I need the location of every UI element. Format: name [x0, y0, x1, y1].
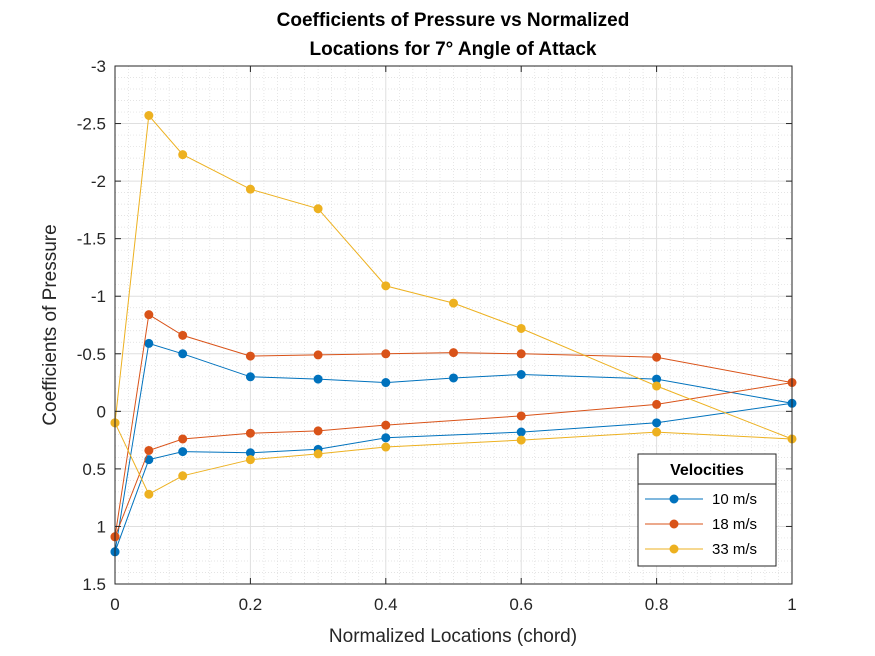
- y-axis-label: Coefficients of Pressure: [40, 224, 61, 425]
- chart-title-line-2: Locations for 7° Angle of Attack: [310, 39, 597, 60]
- x-tick-label: 0.2: [239, 595, 263, 614]
- data-point: [516, 435, 526, 445]
- chart-title-line-1: Coefficients of Pressure vs Normalized: [277, 10, 630, 31]
- legend-entry: 10 m/s: [645, 491, 757, 508]
- y-tick-label: -1: [91, 287, 106, 306]
- data-point: [178, 150, 188, 160]
- x-tick-label: 0.8: [645, 595, 669, 614]
- data-point: [144, 445, 154, 455]
- data-point: [652, 427, 662, 437]
- data-point: [144, 110, 154, 120]
- data-point: [144, 338, 154, 348]
- data-point: [245, 428, 255, 438]
- legend-label: 18 m/s: [712, 516, 757, 533]
- ticks: 0 0.2 0.4 0.6 0.8 1 -3 -2.5 -2 -1.5 -1 -0.5 0 0.5 1 1.5: [77, 57, 797, 614]
- legend-entry: 18 m/s: [645, 516, 757, 533]
- data-point: [652, 352, 662, 362]
- series-layer: [110, 110, 797, 557]
- data-point: [144, 310, 154, 320]
- legend-marker: [669, 544, 679, 554]
- legend-marker: [669, 519, 679, 529]
- data-point: [144, 489, 154, 499]
- data-point: [449, 298, 458, 308]
- data-point: [178, 447, 188, 457]
- legend-label: 10 m/s: [712, 491, 757, 508]
- x-tick-label: 1: [787, 595, 796, 614]
- series-line: [114, 114, 793, 495]
- data-point: [178, 471, 188, 481]
- x-tick-label: 0.6: [509, 595, 533, 614]
- y-tick-label: -2.5: [77, 115, 106, 134]
- legend-entry: 33 m/s: [645, 541, 757, 558]
- y-tick-label: -0.5: [77, 345, 106, 364]
- data-point: [381, 420, 391, 430]
- y-tick-label: 0.5: [82, 460, 106, 479]
- legend-label: 33 m/s: [712, 541, 757, 558]
- plot-frame: [114, 65, 793, 585]
- legend-marker: [669, 494, 679, 504]
- data-point: [449, 348, 458, 358]
- data-point: [313, 204, 323, 214]
- data-point: [449, 373, 458, 383]
- data-point: [381, 442, 391, 452]
- data-point: [313, 426, 323, 436]
- data-point: [516, 349, 526, 359]
- y-tick-label: 0: [97, 402, 106, 421]
- data-point: [313, 374, 323, 384]
- legend-entries: 10 m/s 18 m/s 33 m/s: [645, 491, 757, 558]
- y-tick-label: 1.5: [82, 575, 106, 594]
- data-point: [516, 323, 526, 333]
- x-tick-label: 0.4: [374, 595, 398, 614]
- data-point: [245, 455, 255, 465]
- series-line: [114, 313, 793, 537]
- legend-title: Velocities: [670, 462, 744, 479]
- series-3: [110, 110, 797, 499]
- data-point: [178, 434, 188, 444]
- data-point: [381, 281, 391, 291]
- legend: Velocities 10 m/s 18 m/s 33 m/s: [637, 453, 777, 567]
- y-tick-label: -2: [91, 172, 106, 191]
- data-point: [313, 350, 323, 360]
- x-tick-label: 0: [110, 595, 119, 614]
- y-tick-label: 1: [97, 517, 106, 536]
- data-point: [652, 418, 662, 428]
- data-point: [516, 369, 526, 379]
- data-point: [178, 349, 188, 359]
- data-point: [245, 351, 255, 361]
- legend-box: [637, 453, 777, 567]
- data-point: [245, 372, 255, 382]
- data-point: [381, 349, 391, 359]
- x-axis-label: Normalized Locations (chord): [329, 626, 577, 647]
- data-point: [652, 399, 662, 409]
- data-point: [178, 330, 188, 340]
- data-point: [516, 411, 526, 421]
- series-2: [110, 310, 797, 542]
- data-point: [245, 184, 255, 194]
- data-point: [313, 449, 323, 459]
- data-point: [652, 381, 662, 391]
- data-point: [516, 427, 526, 437]
- y-tick-label: -3: [91, 57, 106, 76]
- data-point: [381, 378, 391, 388]
- y-tick-label: -1.5: [77, 230, 106, 249]
- data-point: [381, 433, 391, 443]
- series-line: [114, 342, 793, 552]
